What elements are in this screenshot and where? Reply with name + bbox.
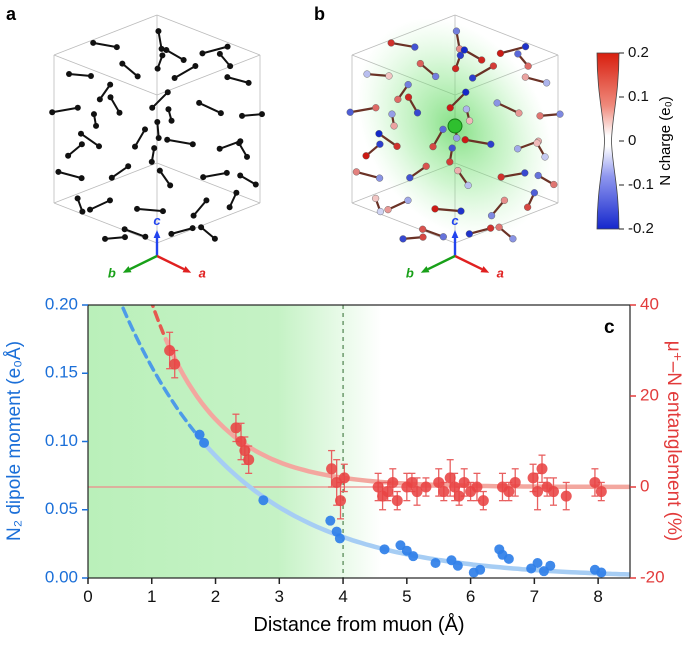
panel-c-label: c — [604, 317, 615, 338]
svg-text:0: 0 — [83, 587, 92, 606]
colorbar-title: N charge (e₀) — [657, 96, 674, 186]
svg-text:6: 6 — [466, 587, 475, 606]
n2-molecules-a — [49, 28, 265, 242]
svg-text:0.10: 0.10 — [45, 431, 78, 450]
svg-text:0: 0 — [640, 476, 649, 495]
n2-molecules-b — [346, 27, 564, 243]
colorbar-ticks: 0.2 0.1 0 -0.1 -0.2 — [619, 45, 654, 237]
crystal-structure-panel-a: c a b — [49, 14, 265, 281]
crystal-axes-triad-b: c a b — [406, 213, 504, 281]
svg-text:0.2: 0.2 — [628, 45, 649, 61]
left-y-axis-label: N₂ dipole moment (e₀Å) — [4, 341, 25, 541]
crystal-structure-panel-b: c a b — [346, 14, 564, 281]
svg-text:7: 7 — [530, 587, 539, 606]
svg-text:1: 1 — [147, 587, 156, 606]
svg-text:-0.1: -0.1 — [628, 176, 654, 193]
svg-text:-0.2: -0.2 — [628, 220, 654, 237]
x-axis-label: Distance from muon (Å) — [253, 613, 464, 636]
svg-text:-20: -20 — [640, 567, 665, 586]
panel-b-label: b — [314, 4, 325, 24]
svg-text:b: b — [406, 266, 414, 281]
svg-text:0: 0 — [628, 132, 636, 149]
svg-text:0.20: 0.20 — [45, 295, 78, 313]
svg-text:20: 20 — [640, 385, 659, 404]
panel-a-label: a — [6, 4, 17, 24]
svg-text:0.05: 0.05 — [45, 499, 78, 518]
right-y-axis-label: μ⁺–N entanglement (%) — [663, 341, 684, 542]
svg-text:8: 8 — [593, 587, 602, 606]
colorbar-shape — [596, 52, 620, 230]
svg-text:40: 40 — [640, 295, 659, 313]
svg-text:4: 4 — [338, 587, 347, 606]
unit-cell-edges-a — [53, 14, 261, 244]
svg-text:c: c — [153, 213, 161, 228]
chart-body: 0.00 0.05 0.10 0.15 0.20 -20 0 20 40 0 1 2 3 4 5 6 7 8 — [45, 295, 665, 606]
svg-text:a: a — [199, 266, 206, 281]
svg-text:c: c — [451, 213, 459, 228]
svg-text:a: a — [497, 266, 504, 281]
svg-text:0.15: 0.15 — [45, 363, 78, 382]
charge-colorbar: 0.2 0.1 0 -0.1 -0.2 N charge (e₀) — [596, 45, 674, 237]
svg-text:5: 5 — [402, 587, 411, 606]
svg-text:3: 3 — [275, 587, 284, 606]
svg-text:0.00: 0.00 — [45, 567, 78, 586]
svg-text:2: 2 — [211, 587, 220, 606]
muon-particle — [447, 118, 463, 134]
svg-text:b: b — [108, 266, 116, 281]
svg-text:0.1: 0.1 — [628, 88, 649, 105]
crystal-axes-triad-a: c a b — [108, 213, 206, 281]
